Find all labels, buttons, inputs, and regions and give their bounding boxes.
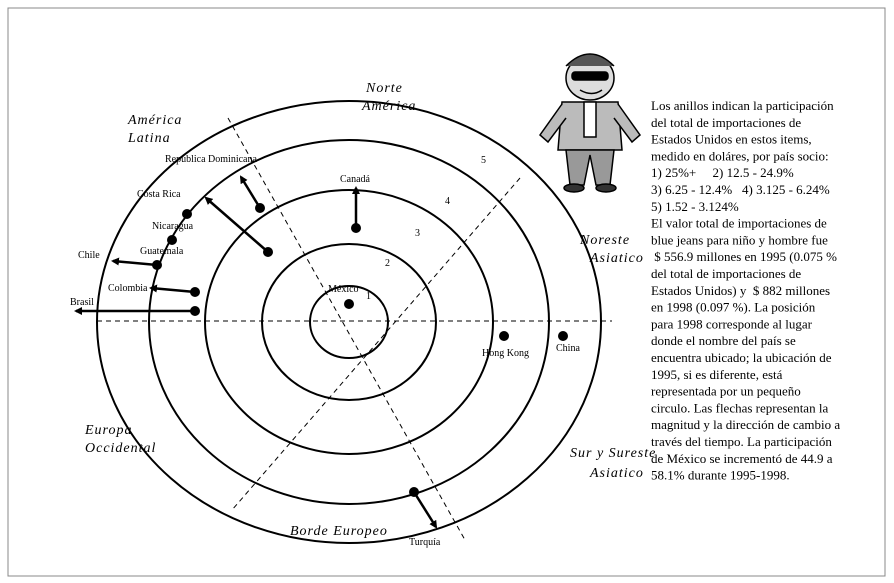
region-label: Sur y Sureste <box>570 446 656 461</box>
description-line: del total de importaciones de <box>651 266 801 281</box>
arrows <box>74 175 438 529</box>
region-label: Asiatico <box>589 466 644 481</box>
rings <box>96 100 602 544</box>
description-line: circulo. Las flechas representan la <box>651 400 828 415</box>
region-label: Latina <box>127 131 171 146</box>
region-label: Asiatico <box>589 251 644 266</box>
description-line: para 1998 corresponde al lugar <box>651 316 813 331</box>
description-line: donde el nombre del país se <box>651 333 796 348</box>
region-label: Norte <box>365 81 403 96</box>
description-line: representada por un pequeño <box>651 384 801 399</box>
country-label: República Dominicana <box>165 154 257 165</box>
description-line: en 1998 (0.097 %). La posición <box>651 300 816 315</box>
region-label: Europa <box>84 423 132 438</box>
country-label: Hong Kong <box>482 348 529 359</box>
description-line: medido en doláres, por país socio: <box>651 148 829 163</box>
country-label: Guatemala <box>140 246 184 257</box>
description-line: 1995, si es diferente, está <box>651 367 783 382</box>
country-label: China <box>556 343 580 354</box>
description-line: El valor total de importaciones de <box>651 216 827 231</box>
region-label: Noreste <box>579 233 630 248</box>
description-line: través del tiempo. La participación <box>651 434 832 449</box>
description-line: del total de importaciones de <box>651 115 801 130</box>
region-label: Occidental <box>85 441 156 456</box>
country-label: Costa Rica <box>137 189 181 200</box>
region-label: América <box>361 99 416 114</box>
country-label: Nicaragua <box>152 221 194 232</box>
description-line: Estados Unidos en estos items, <box>651 132 812 147</box>
country-label: Brasil <box>70 297 94 308</box>
description-line: Estados Unidos) y $ 882 millones <box>651 283 830 298</box>
region-label: Borde Europeo <box>290 524 388 539</box>
ring-number: 3 <box>415 228 420 239</box>
description-line: magnitud y la dirección de cambio a <box>651 417 840 432</box>
country-label: Turquía <box>409 537 441 548</box>
description-line: 1) 25%+ 2) 12.5 - 24.9% <box>651 165 794 180</box>
region-label: América <box>127 113 182 128</box>
ring-number: 4 <box>445 196 450 207</box>
country-label: México <box>328 284 359 295</box>
country-label: Colombia <box>108 283 148 294</box>
ring-number: 1 <box>366 291 371 302</box>
country-label: Chile <box>78 250 100 261</box>
description-line: de México se incrementó de 44.9 a <box>651 451 833 466</box>
frame <box>7 7 886 577</box>
ring-number: 2 <box>385 258 390 269</box>
description-line: 58.1% durante 1995-1998. <box>651 468 790 483</box>
ring-number: 5 <box>481 155 486 166</box>
axes <box>97 117 612 541</box>
description-line: $ 556.9 millones en 1995 (0.075 % <box>651 249 837 264</box>
country-label: Canadá <box>340 174 371 185</box>
description-line: 5) 1.52 - 3.124% <box>651 199 739 214</box>
description-line: blue jeans para niño y hombre fue <box>651 232 828 247</box>
dots <box>152 203 568 497</box>
description-line: 3) 6.25 - 12.4% 4) 3.125 - 6.24% <box>651 182 830 197</box>
description-line: encuentra ubicado; la ubicación de <box>651 350 832 365</box>
cartoon <box>538 53 642 193</box>
description-line: Los anillos indican la participación <box>651 98 834 113</box>
